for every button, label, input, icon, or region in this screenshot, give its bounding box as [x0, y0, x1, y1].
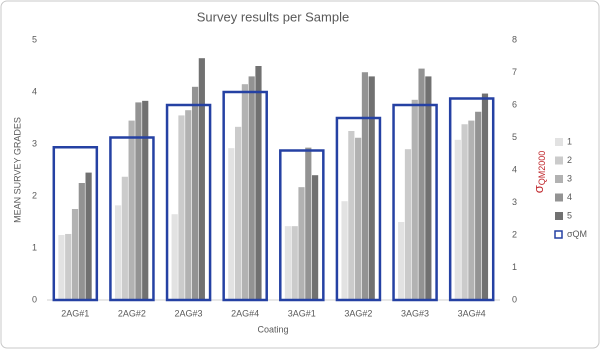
bar — [411, 99, 418, 300]
bar — [305, 147, 312, 300]
y2-label-subscript: QM2000 — [537, 151, 547, 186]
bar — [255, 66, 262, 300]
y-tick-label: 3 — [32, 138, 37, 148]
legend-swatch — [555, 138, 563, 146]
legend-label: 5 — [567, 210, 572, 220]
bar — [198, 58, 205, 301]
bar — [121, 176, 128, 300]
legend-swatch — [555, 175, 563, 183]
bar — [85, 172, 92, 300]
bar — [284, 226, 292, 300]
bar — [71, 209, 79, 300]
chart-title: Survey results per Sample — [197, 9, 349, 24]
y2-tick-label: 8 — [512, 34, 517, 44]
bar — [361, 72, 369, 301]
outline-bar — [335, 116, 382, 302]
y2-tick-label: 1 — [512, 262, 517, 272]
y2-tick-label: 3 — [512, 197, 517, 207]
y2-tick-label: 7 — [512, 67, 517, 77]
bar — [191, 86, 199, 300]
bar — [475, 111, 482, 300]
bar — [425, 76, 432, 301]
bar — [454, 139, 461, 300]
bar — [291, 226, 298, 300]
bar — [241, 84, 248, 300]
bar — [355, 137, 362, 300]
x-tick-label: 2AG#3 — [175, 308, 203, 318]
x-tick-label: 2AG#4 — [231, 308, 259, 318]
outline-bar — [279, 149, 325, 302]
y2-tick-label: 0 — [512, 294, 517, 304]
y2-tick-label: 5 — [512, 132, 517, 142]
legend-label: σQM — [567, 229, 587, 239]
outline-bar — [392, 103, 438, 302]
y2-tick-label: 4 — [512, 164, 517, 174]
x-tick-label: 3AG#4 — [458, 308, 486, 318]
bar — [234, 126, 242, 300]
bar — [468, 120, 475, 300]
y-tick-label: 5 — [32, 34, 37, 44]
bar — [348, 131, 355, 300]
bar — [398, 222, 405, 300]
bar — [312, 175, 319, 300]
bar — [368, 76, 375, 301]
y-axis-label: MEAN SURVEY GRADES — [12, 117, 22, 223]
y2-label-symbol: σ — [531, 185, 546, 193]
bar — [228, 148, 235, 300]
bar — [185, 110, 192, 300]
bar — [404, 149, 412, 300]
x-tick-label: 3AG#2 — [344, 308, 372, 318]
y-tick-label: 0 — [32, 294, 37, 304]
x-tick-label: 2AG#2 — [118, 308, 146, 318]
outline-bar — [165, 103, 212, 302]
x-axis-label: Coating — [257, 324, 288, 334]
bar — [461, 124, 468, 301]
outline-bar — [109, 136, 155, 302]
legend-swatch — [555, 212, 563, 220]
bar — [418, 68, 425, 300]
legend-swatch — [555, 193, 563, 202]
legend-label: 4 — [567, 192, 572, 202]
bar — [58, 235, 65, 300]
legend-label: 3 — [567, 173, 572, 183]
y2-axis-label: σQM2000 — [531, 151, 547, 194]
legend-label: 2 — [567, 155, 572, 165]
bar — [114, 205, 122, 300]
legend-swatch — [554, 230, 563, 239]
x-tick-label: 3AG#3 — [401, 308, 429, 318]
bar — [128, 120, 135, 300]
y2-tick-label: 6 — [512, 99, 517, 109]
y2-tick-label: 2 — [512, 229, 517, 239]
bar — [171, 214, 178, 300]
bar — [298, 187, 305, 300]
y-tick-label: 2 — [32, 190, 37, 200]
bar — [142, 100, 149, 300]
x-tick-label: 2AG#1 — [61, 308, 89, 318]
y-tick-label: 4 — [32, 86, 37, 96]
y-tick-label: 1 — [32, 242, 37, 252]
bar — [135, 102, 142, 301]
bar — [78, 183, 85, 300]
bar — [248, 76, 255, 301]
bar — [65, 233, 72, 300]
x-tick-label: 3AG#1 — [288, 308, 316, 318]
bar — [178, 115, 185, 301]
outline-bar — [448, 97, 495, 302]
legend-label: 1 — [567, 136, 572, 146]
outline-bar — [222, 90, 268, 302]
bar — [481, 93, 489, 300]
legend-swatch — [555, 156, 563, 165]
bar — [341, 201, 348, 300]
outline-bar — [52, 146, 99, 302]
